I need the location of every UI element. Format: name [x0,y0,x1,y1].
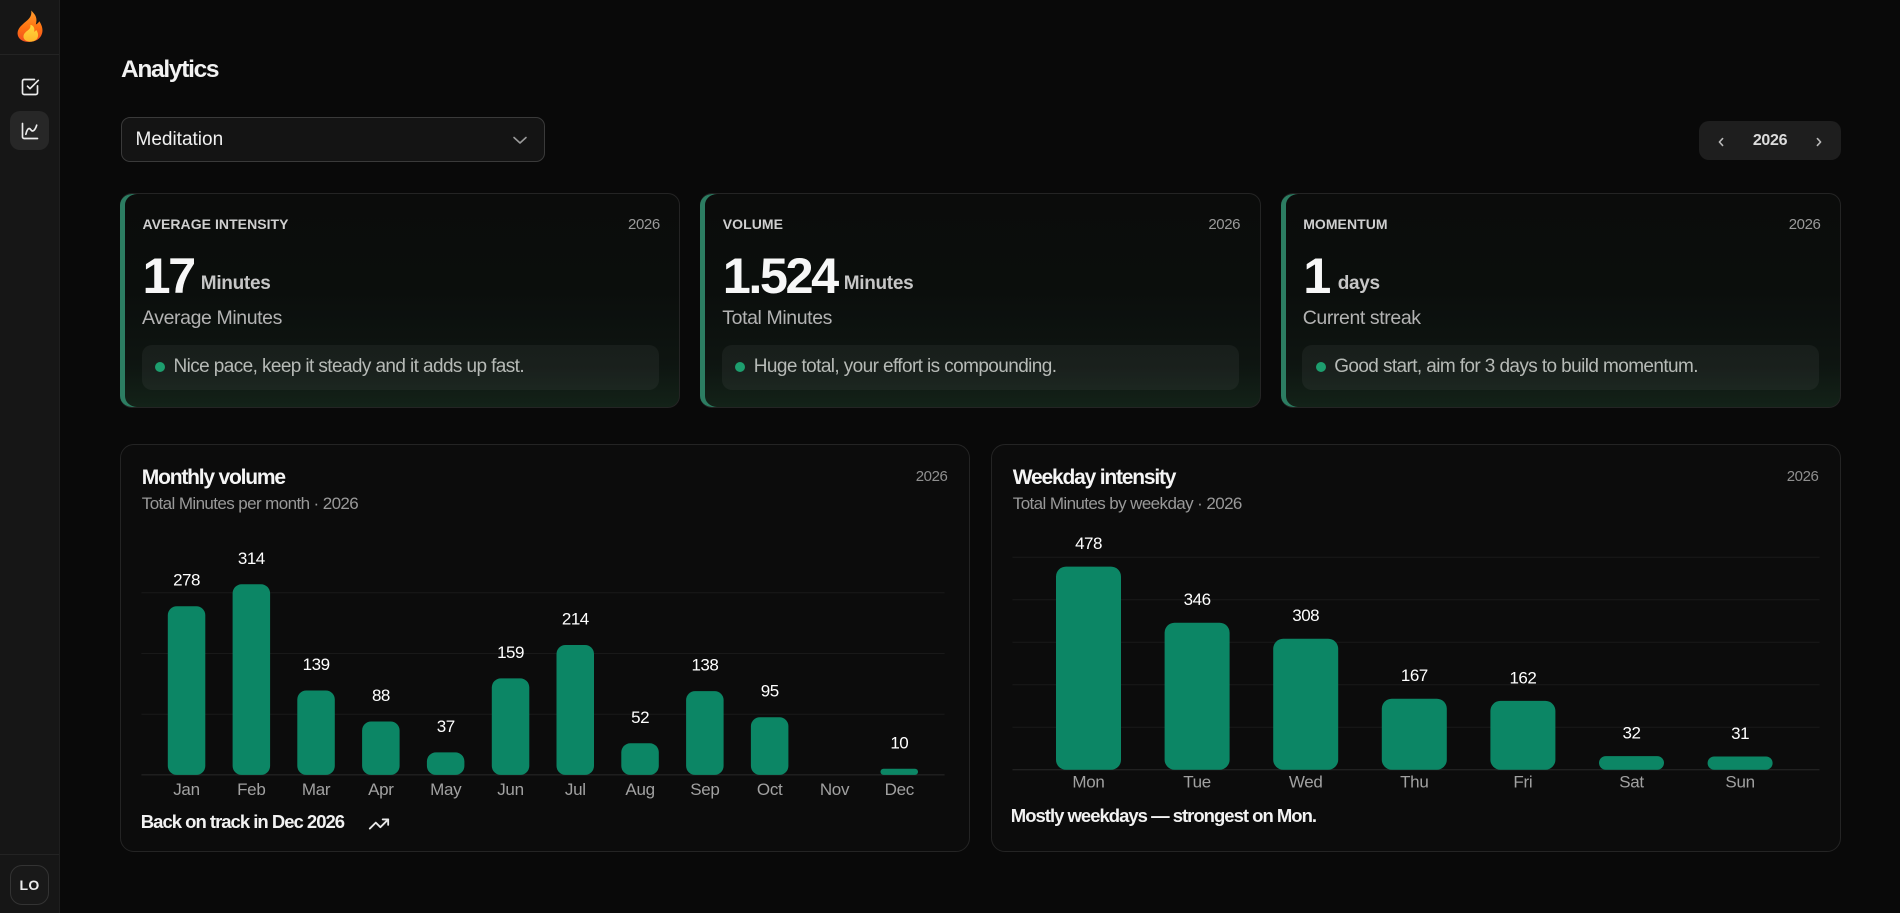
svg-text:138: 138 [691,655,718,674]
svg-text:Thu: Thu [1400,772,1428,791]
svg-text:88: 88 [372,686,390,705]
svg-text:52: 52 [631,707,649,726]
svg-text:Jun: Jun [497,779,524,798]
svg-text:Mon: Mon [1072,772,1104,791]
svg-text:Dec: Dec [885,779,915,798]
svg-text:Jan: Jan [173,779,200,798]
svg-text:167: 167 [1401,666,1428,685]
svg-text:159: 159 [497,642,524,661]
svg-text:Wed: Wed [1289,772,1323,791]
svg-text:32: 32 [1623,723,1641,742]
svg-text:31: 31 [1731,723,1749,742]
svg-text:308: 308 [1292,606,1319,625]
svg-text:278: 278 [173,570,200,589]
svg-text:Sep: Sep [690,779,719,798]
svg-text:Feb: Feb [237,779,265,798]
svg-text:Aug: Aug [625,779,654,798]
svg-text:214: 214 [562,609,589,628]
svg-text:Apr: Apr [368,779,394,798]
svg-text:Sun: Sun [1725,772,1754,791]
svg-text:Nov: Nov [820,779,850,798]
svg-text:139: 139 [303,655,330,674]
svg-text:Fri: Fri [1513,772,1532,791]
svg-text:478: 478 [1075,534,1102,553]
svg-text:May: May [430,779,462,798]
svg-text:10: 10 [890,733,908,752]
svg-text:Jul: Jul [565,779,586,798]
svg-text:Sat: Sat [1619,772,1644,791]
svg-text:346: 346 [1184,590,1211,609]
svg-text:314: 314 [238,548,265,567]
svg-text:Oct: Oct [757,779,783,798]
svg-text:Mar: Mar [302,779,331,798]
svg-text:37: 37 [437,716,455,735]
svg-text:162: 162 [1509,668,1536,687]
svg-text:Tue: Tue [1183,772,1211,791]
svg-text:95: 95 [761,681,779,700]
